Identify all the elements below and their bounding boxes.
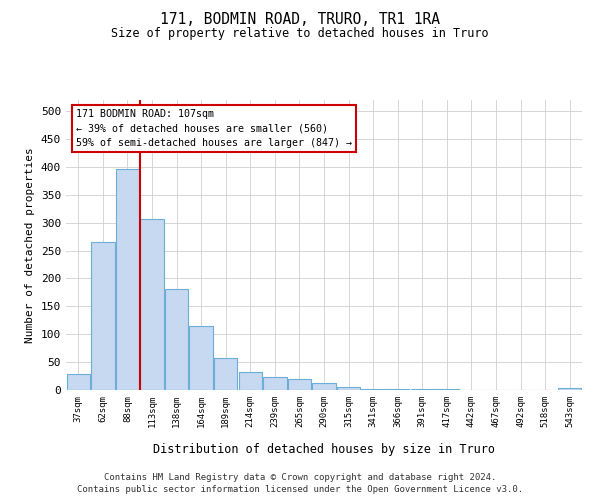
Y-axis label: Number of detached properties: Number of detached properties — [25, 147, 35, 343]
Text: 171 BODMIN ROAD: 107sqm
← 39% of detached houses are smaller (560)
59% of semi-d: 171 BODMIN ROAD: 107sqm ← 39% of detache… — [76, 108, 352, 148]
Text: 171, BODMIN ROAD, TRURO, TR1 1RA: 171, BODMIN ROAD, TRURO, TR1 1RA — [160, 12, 440, 28]
Bar — [263, 377, 287, 390]
Bar — [140, 219, 164, 390]
Bar — [91, 242, 115, 390]
Bar — [190, 326, 213, 390]
Bar — [214, 358, 238, 390]
Text: Distribution of detached houses by size in Truro: Distribution of detached houses by size … — [153, 442, 495, 456]
Text: Contains public sector information licensed under the Open Government Licence v3: Contains public sector information licen… — [77, 485, 523, 494]
Bar — [67, 374, 90, 390]
Bar — [313, 384, 335, 390]
Text: Size of property relative to detached houses in Truro: Size of property relative to detached ho… — [111, 28, 489, 40]
Text: Contains HM Land Registry data © Crown copyright and database right 2024.: Contains HM Land Registry data © Crown c… — [104, 472, 496, 482]
Bar — [288, 380, 311, 390]
Bar — [116, 169, 139, 390]
Bar — [165, 288, 188, 390]
Bar — [239, 372, 262, 390]
Bar — [558, 388, 581, 390]
Bar — [361, 389, 385, 390]
Bar — [337, 386, 360, 390]
